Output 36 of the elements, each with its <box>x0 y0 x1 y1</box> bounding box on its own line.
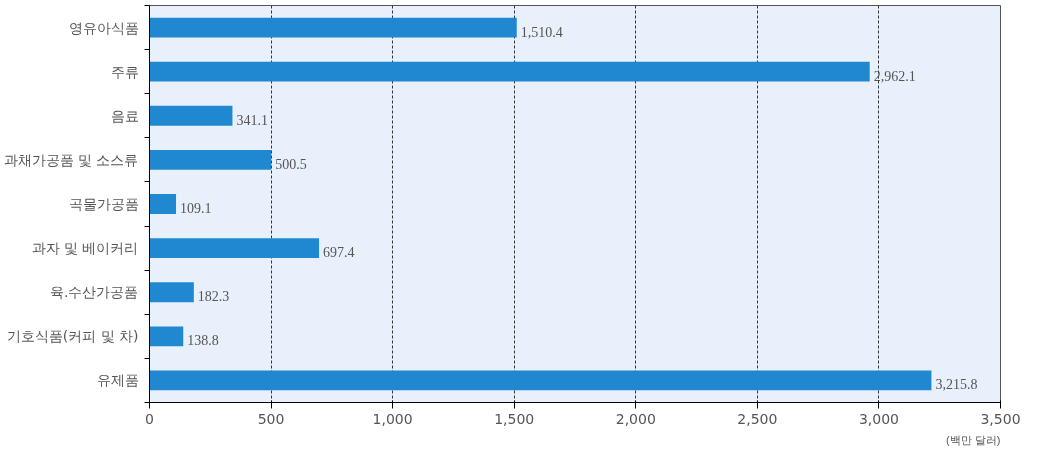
x-axis-title: (백만 달러) <box>946 433 1001 446</box>
x-tick-label: 2,500 <box>737 410 778 427</box>
bar <box>149 282 194 303</box>
y-tick-label: 유제품 <box>96 372 139 389</box>
data-label: 500.5 <box>275 156 307 172</box>
y-tick-label: 곡물가공품 <box>68 196 139 212</box>
y-tick-label: 주류 <box>110 63 139 80</box>
bar <box>149 61 870 82</box>
bar <box>149 105 233 126</box>
data-label: 109.1 <box>180 201 212 216</box>
y-tick-label: 음료 <box>110 107 139 124</box>
x-tick-label: 1,000 <box>372 410 413 427</box>
bar <box>149 370 932 391</box>
y-tick-label: 과채가공품 및 소스류 <box>3 151 139 168</box>
data-label: 182.3 <box>197 289 230 305</box>
data-label: 1,510.4 <box>520 24 563 40</box>
y-tick-label: 영유아식품 <box>68 19 139 36</box>
x-tick-label: 3,000 <box>858 410 899 427</box>
x-tick-label: 0 <box>145 410 154 427</box>
x-tick-label: 2,000 <box>615 410 656 427</box>
y-tick-label: 과자 및 베이커리 <box>31 240 139 257</box>
y-tick-label: 육.수산가공품 <box>50 284 139 301</box>
data-label: 138.8 <box>187 333 219 349</box>
bar <box>149 17 517 38</box>
bar <box>149 194 177 214</box>
data-label: 2,962.1 <box>873 68 916 84</box>
data-label: 697.4 <box>323 245 355 261</box>
data-label: 3,215.8 <box>935 377 978 393</box>
x-tick-label: 3,500 <box>980 410 1021 427</box>
bar <box>149 326 184 347</box>
x-tick-label: 500 <box>257 410 285 427</box>
x-tick-label: 1,500 <box>494 410 535 427</box>
bar <box>149 149 272 170</box>
y-tick-label: 기호식품(커피 및 차) <box>6 328 139 345</box>
data-label: 341.1 <box>236 112 268 128</box>
bar <box>149 238 320 259</box>
